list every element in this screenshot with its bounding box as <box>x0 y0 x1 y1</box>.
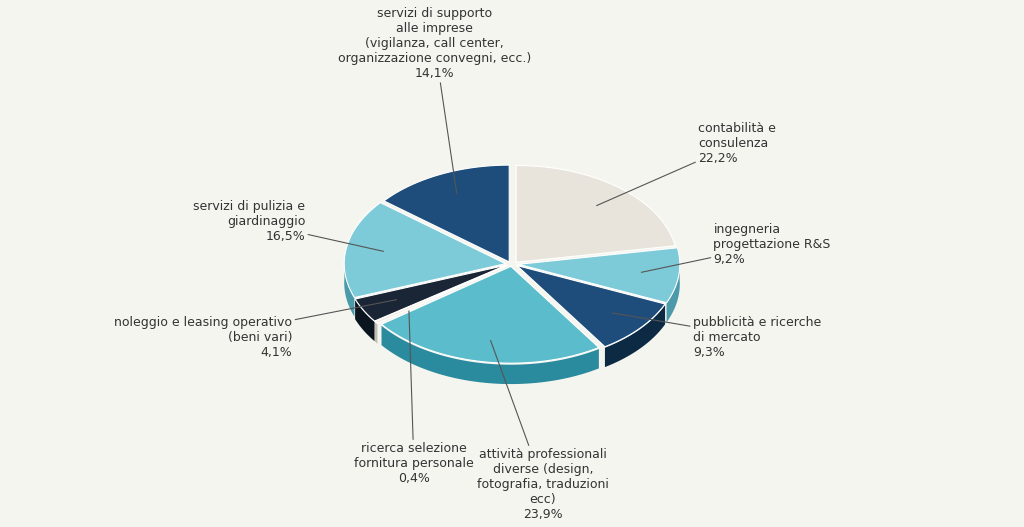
Polygon shape <box>605 305 665 367</box>
Polygon shape <box>518 248 680 302</box>
Polygon shape <box>382 326 599 384</box>
Polygon shape <box>344 259 354 317</box>
Text: ricerca selezione
fornitura personale
0,4%: ricerca selezione fornitura personale 0,… <box>354 311 474 485</box>
Polygon shape <box>375 323 378 344</box>
Text: attività professionali
diverse (design,
fotografia, traduzioni
ecc)
23,9%: attività professionali diverse (design, … <box>477 340 609 521</box>
Polygon shape <box>375 266 507 324</box>
Text: servizi di supporto
alle imprese
(vigilanza, call center,
organizzazione convegn: servizi di supporto alle imprese (vigila… <box>338 7 531 193</box>
Text: servizi di pulizia e
giardinaggio
16,5%: servizi di pulizia e giardinaggio 16,5% <box>194 200 383 251</box>
Polygon shape <box>517 266 665 347</box>
Text: contabilità e
consulenza
22,2%: contabilità e consulenza 22,2% <box>597 122 776 206</box>
Text: noleggio e leasing operativo
(beni vari)
4,1%: noleggio e leasing operativo (beni vari)… <box>115 300 396 359</box>
Polygon shape <box>382 266 599 363</box>
Text: pubblicità e ricerche
di mercato
9,3%: pubblicità e ricerche di mercato 9,3% <box>612 313 821 359</box>
Polygon shape <box>516 165 675 262</box>
Polygon shape <box>344 202 506 298</box>
Polygon shape <box>667 260 680 323</box>
Polygon shape <box>384 165 509 262</box>
Text: ingegneria
progettazione R&S
9,2%: ingegneria progettazione R&S 9,2% <box>641 223 830 272</box>
Polygon shape <box>355 265 506 321</box>
Polygon shape <box>355 300 375 341</box>
